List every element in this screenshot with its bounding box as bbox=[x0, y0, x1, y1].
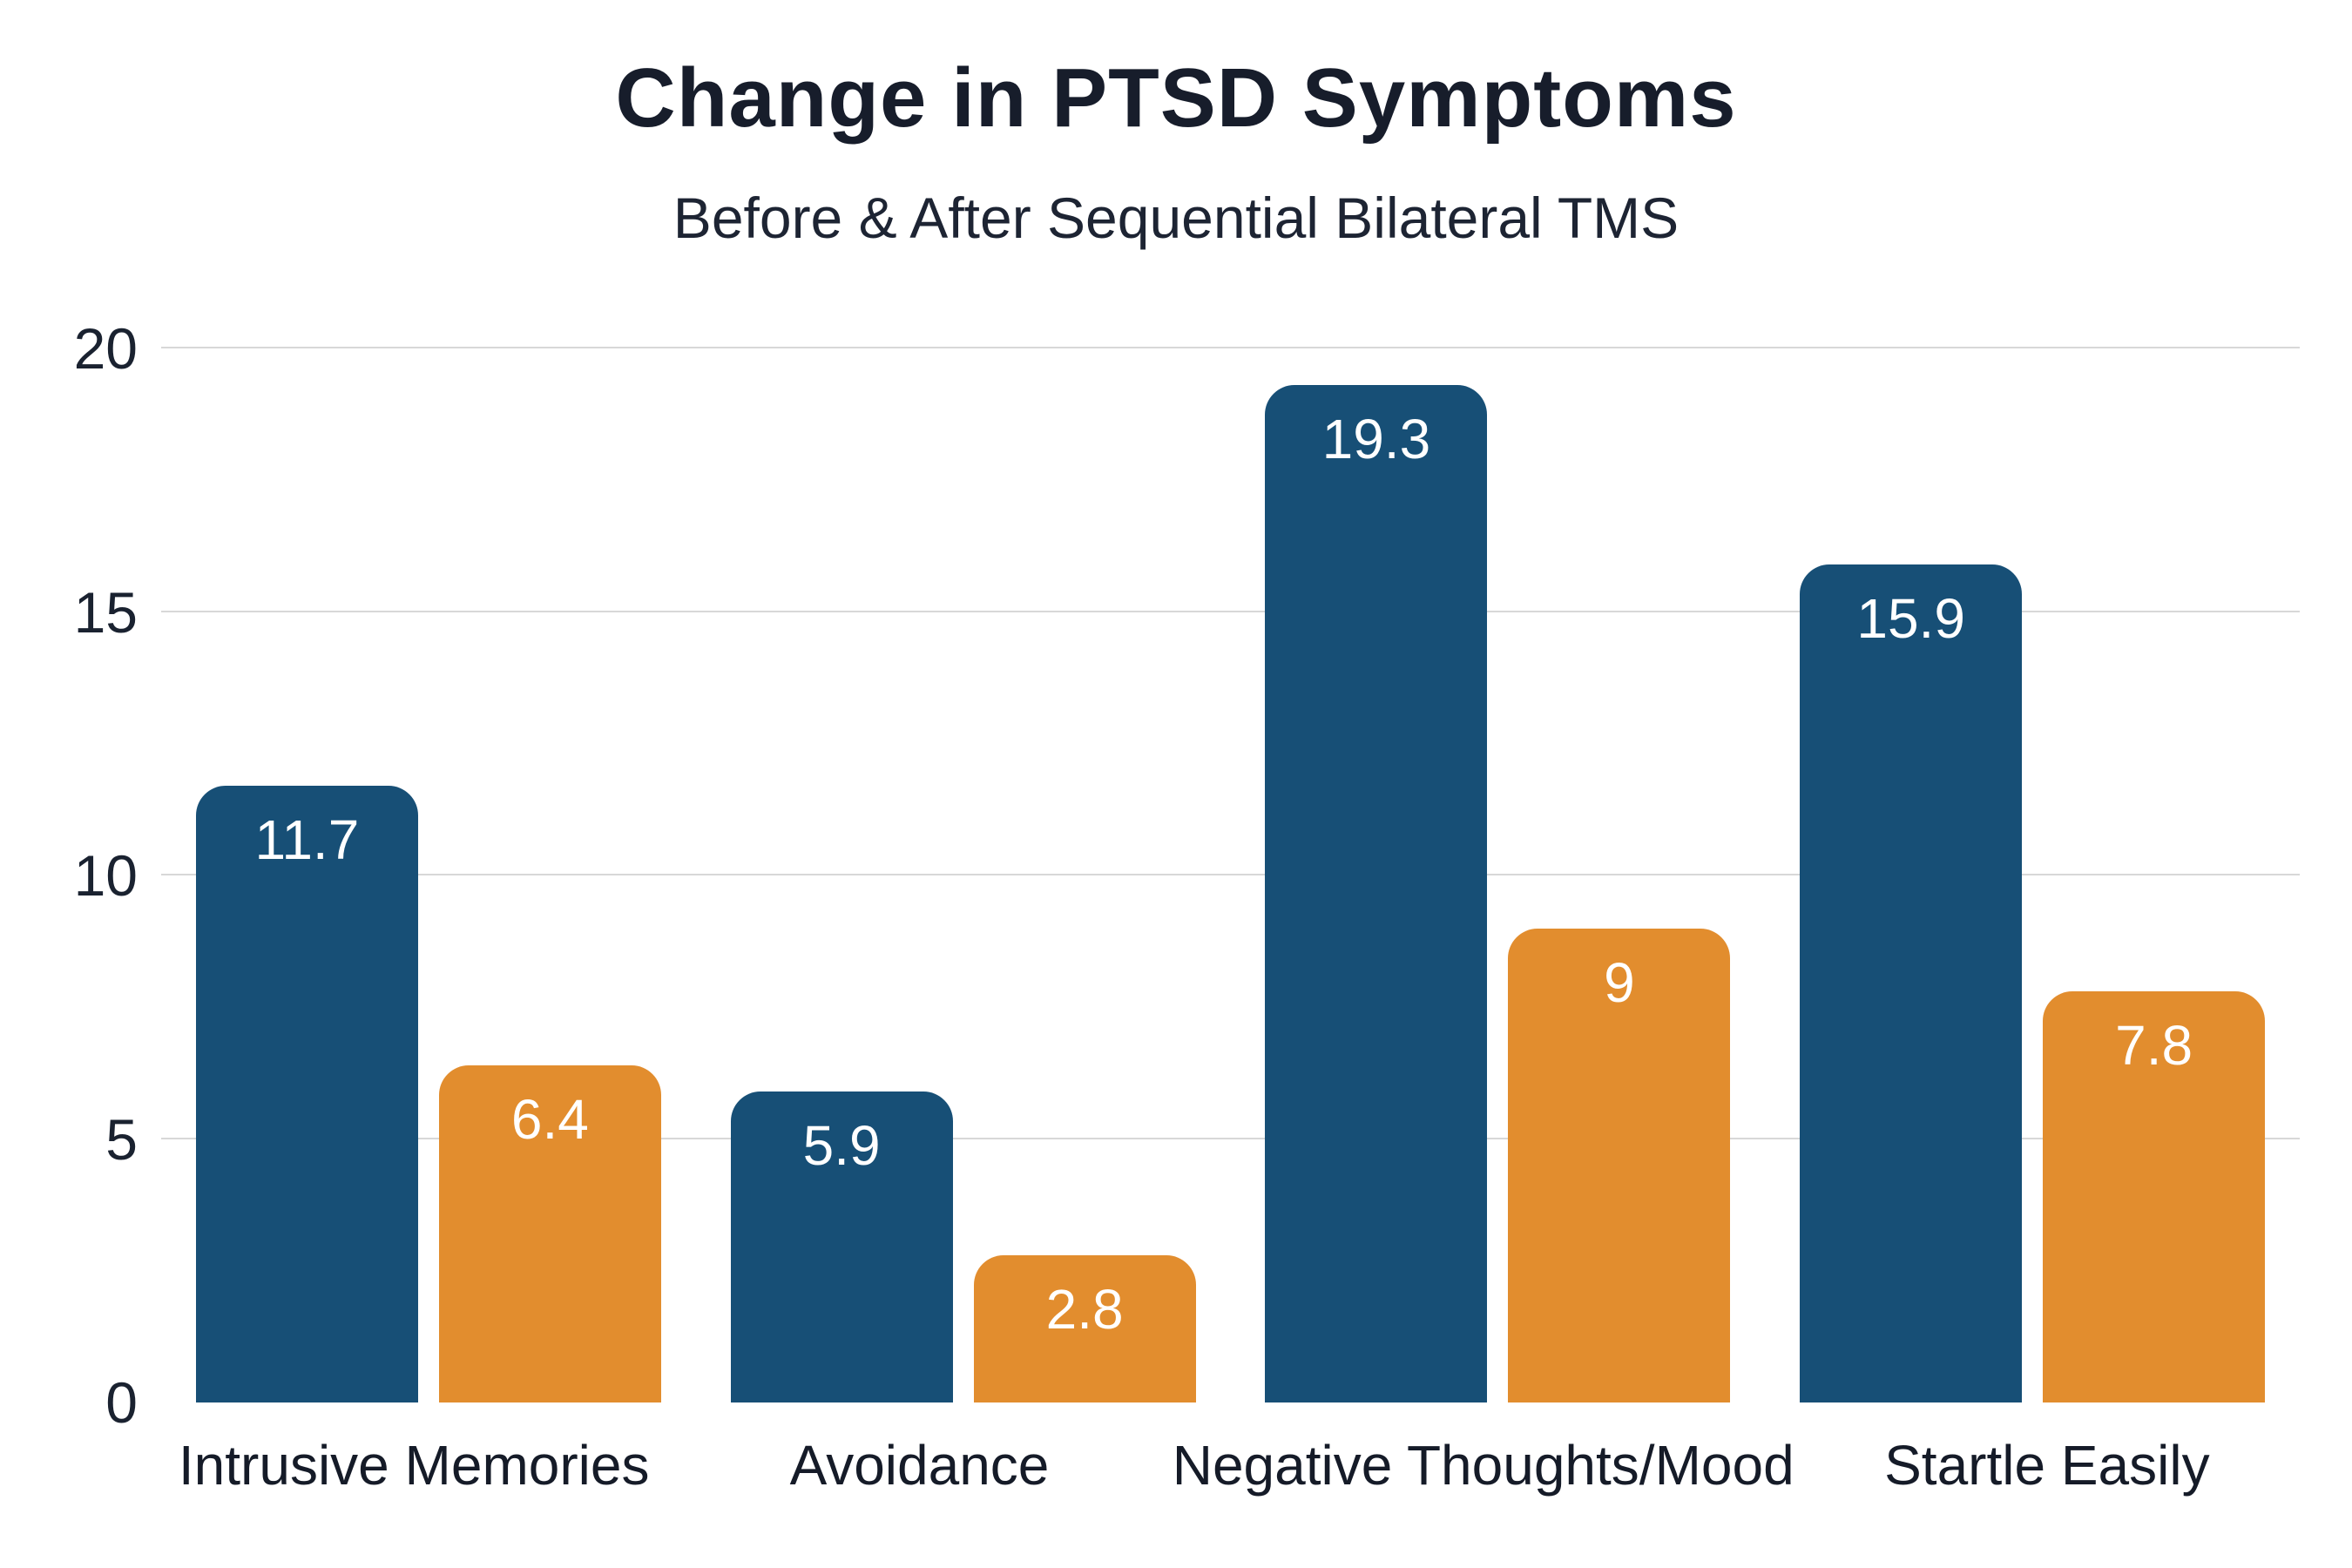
y-tick-label: 20 bbox=[73, 316, 138, 381]
bar-value-label: 7.8 bbox=[2115, 1014, 2193, 1078]
bar-after: 9 bbox=[1508, 928, 1731, 1402]
bar-before: 19.3 bbox=[1265, 385, 1488, 1402]
x-axis-label: Avoidance bbox=[789, 1434, 1050, 1497]
bar-value-label: 9 bbox=[1604, 950, 1635, 1014]
bar-before: 11.7 bbox=[195, 786, 418, 1402]
bar-groups: 11.7 6.4 5.9 2.8 19.3 9 15.9 7.8 bbox=[161, 348, 2300, 1402]
bar-group: 5.9 2.8 bbox=[696, 348, 1231, 1402]
gridline bbox=[161, 874, 2300, 875]
gridline bbox=[161, 1137, 2300, 1139]
bar-after: 7.8 bbox=[2043, 991, 2266, 1402]
bar-value-label: 2.8 bbox=[1045, 1277, 1124, 1341]
y-tick-label: 5 bbox=[105, 1106, 138, 1172]
gridline bbox=[161, 347, 2300, 348]
chart-subtitle: Before & After Sequential Bilateral TMS bbox=[672, 186, 1680, 250]
bar-before: 5.9 bbox=[730, 1092, 953, 1402]
chart-title: Change in PTSD Symptoms bbox=[615, 51, 1737, 145]
bar-value-label: 19.3 bbox=[1321, 408, 1431, 471]
bar-value-label: 15.9 bbox=[1856, 587, 1965, 651]
x-axis-label: Negative Thoughts/Mood bbox=[1172, 1434, 1794, 1497]
y-tick-label: 0 bbox=[105, 1370, 138, 1435]
bar-group: 15.9 7.8 bbox=[1765, 348, 2300, 1402]
plot-area: 11.7 6.4 5.9 2.8 19.3 9 15.9 7.8 bbox=[161, 347, 2300, 1402]
bar-group: 19.3 9 bbox=[1231, 348, 1766, 1402]
gridline bbox=[161, 610, 2300, 612]
x-axis-label: Intrusive Memories bbox=[178, 1434, 650, 1497]
y-axis: 0 5 10 15 20 bbox=[0, 320, 138, 1431]
y-tick-label: 15 bbox=[73, 579, 138, 645]
bar-after: 2.8 bbox=[973, 1254, 1196, 1402]
bar-value-label: 6.4 bbox=[510, 1087, 589, 1151]
x-axis-label: Startle Easily bbox=[1884, 1434, 2210, 1497]
y-tick-label: 10 bbox=[73, 843, 138, 908]
bar-after: 6.4 bbox=[438, 1064, 661, 1402]
bar-value-label: 11.7 bbox=[254, 808, 360, 872]
bar-group: 11.7 6.4 bbox=[161, 348, 696, 1402]
bar-before: 15.9 bbox=[1800, 564, 2023, 1402]
x-axis: Intrusive Memories Avoidance Negative Thou… bbox=[161, 1433, 2300, 1497]
bar-value-label: 5.9 bbox=[802, 1114, 881, 1178]
